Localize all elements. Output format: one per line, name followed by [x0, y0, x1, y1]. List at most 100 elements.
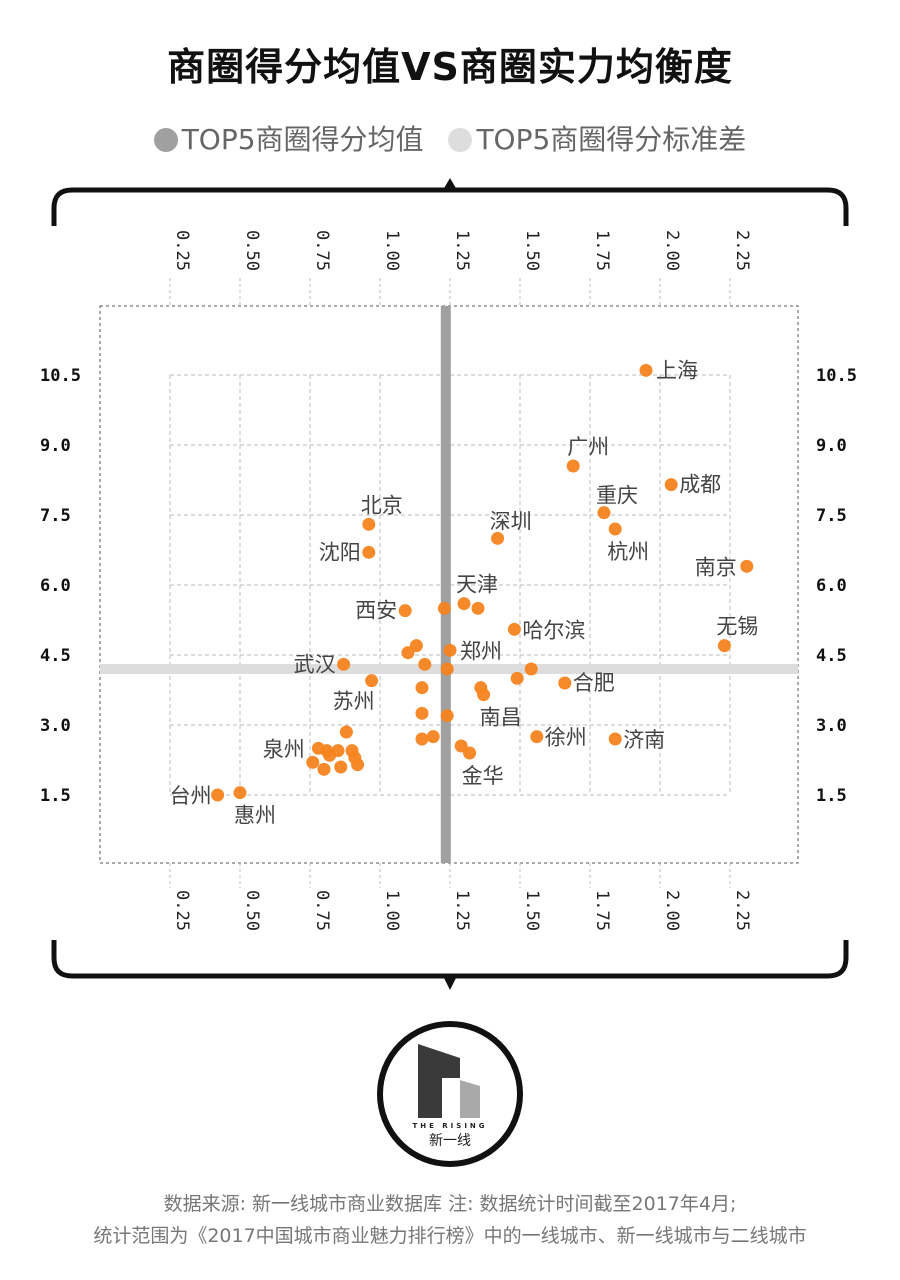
data-point [401, 646, 415, 660]
logo-tagline: THE RISING [412, 1122, 488, 1130]
point-label: 济南 [623, 728, 665, 752]
source-line-1: 数据来源: 新一线城市商业数据库 注: 数据统计时间截至2017年4月; [163, 1193, 737, 1215]
x-tick-label-bottom: 2.25 [732, 890, 752, 931]
x-tick-label-bottom: 0.50 [242, 890, 262, 931]
data-point [323, 748, 337, 762]
legend-std-swatch [448, 128, 473, 152]
legend-mean-swatch [153, 128, 178, 152]
data-point [415, 681, 429, 695]
scatter-chart: 0.25 0.25 0.50 0.50 0.75 0.75 1.00 1.00 1.25 1.25… [40, 178, 857, 990]
x-tick-label-bottom: 1.25 [452, 890, 472, 931]
data-point [415, 732, 429, 746]
data-point [717, 639, 731, 653]
point-label: 金华 [462, 764, 504, 788]
data-point [443, 643, 457, 657]
data-point [337, 657, 351, 671]
data-point [362, 517, 376, 531]
y-tick-label-left: 7.5 [40, 506, 71, 526]
point-label: 哈尔滨 [522, 618, 585, 642]
data-point [639, 363, 653, 377]
bottom-bracket [51, 940, 849, 979]
data-point [339, 725, 353, 739]
data-point [558, 676, 572, 690]
point-label: 无锡 [716, 615, 758, 639]
x-tick-label-bottom: 1.00 [382, 890, 402, 931]
y-tick-label-right: 10.5 [816, 366, 857, 386]
legend-std-label: TOP5商圈得分标准差 [476, 123, 747, 156]
data-point [334, 760, 348, 774]
logo-dark-block [418, 1044, 460, 1118]
data-point [365, 674, 379, 688]
point-label: 成都 [679, 473, 721, 497]
x-tick-label-bottom: 1.75 [592, 890, 612, 931]
chart-title: 商圈得分均值VS商圈实力均衡度 [167, 45, 733, 89]
y-tick-label-right: 9.0 [816, 436, 847, 456]
point-label: 惠州 [234, 804, 276, 828]
point-label: 苏州 [333, 690, 375, 714]
legend-item-std: TOP5商圈得分标准差 [448, 118, 746, 158]
data-point [362, 545, 376, 559]
data-point [530, 730, 544, 744]
point-label: 武汉 [294, 652, 336, 676]
data-point [477, 688, 491, 702]
data-point [317, 762, 331, 776]
top-bracket-arrow [443, 178, 457, 190]
data-point [426, 730, 440, 744]
y-tick-label-right: 6.0 [816, 576, 847, 596]
y-tick-label-right: 3.0 [816, 716, 847, 736]
data-point [491, 531, 505, 545]
point-label: 深圳 [490, 509, 532, 533]
x-tick-label-top: 0.50 [242, 230, 262, 271]
legend-mean-label: TOP5商圈得分均值 [181, 123, 424, 156]
y-tick-label-left: 10.5 [40, 366, 81, 386]
point-label: 重庆 [596, 484, 638, 508]
y-tick-label-left: 1.5 [40, 786, 71, 806]
top-bracket [51, 187, 849, 226]
logo-light-block [460, 1080, 480, 1118]
x-tick-label-bottom: 2.00 [662, 890, 682, 931]
x-tick-label-top: 1.25 [452, 230, 472, 271]
x-tick-label-top: 1.00 [382, 230, 402, 271]
data-point [740, 559, 754, 573]
data-point [524, 662, 538, 676]
data-point [398, 604, 412, 618]
y-tick-label-left: 3.0 [40, 716, 71, 736]
data-point [351, 758, 365, 772]
point-label: 杭州 [607, 540, 649, 564]
data-point [233, 786, 247, 800]
data-point [510, 671, 524, 685]
data-point [306, 755, 320, 769]
mean-x-band [440, 306, 451, 863]
data-point [440, 709, 454, 723]
point-label: 徐州 [545, 726, 587, 750]
point-label: 北京 [361, 493, 403, 517]
point-label: 南京 [695, 555, 737, 579]
bottom-bracket-arrow [443, 976, 457, 990]
x-tick-label-bottom: 0.25 [172, 890, 192, 931]
data-point [608, 522, 622, 536]
point-label: 沈阳 [319, 540, 361, 564]
x-tick-label-top: 2.25 [732, 230, 752, 271]
point-label: 郑州 [460, 639, 502, 663]
logo-ring [377, 1021, 523, 1167]
data-point [463, 746, 477, 760]
x-tick-label-bottom: 0.75 [312, 890, 332, 931]
data-point [597, 506, 611, 520]
point-label: 泉州 [263, 737, 305, 761]
point-label: 南昌 [480, 706, 522, 730]
data-point [566, 459, 580, 473]
legend: TOP5商圈得分均值 TOP5商圈得分标准差 [0, 118, 900, 158]
point-label: 广州 [567, 435, 609, 459]
data-point [457, 597, 471, 611]
data-point [418, 657, 432, 671]
point-label: 上海 [656, 358, 698, 382]
x-tick-label-top: 1.50 [522, 230, 542, 271]
x-tick-label-bottom: 1.50 [522, 890, 542, 931]
y-tick-label-right: 1.5 [816, 786, 847, 806]
y-tick-label-right: 7.5 [816, 506, 847, 526]
x-tick-label-top: 0.25 [172, 230, 192, 271]
data-point [211, 788, 225, 802]
data-point [664, 478, 678, 492]
point-label: 台州 [170, 784, 212, 808]
x-tick-label-top: 2.00 [662, 230, 682, 271]
